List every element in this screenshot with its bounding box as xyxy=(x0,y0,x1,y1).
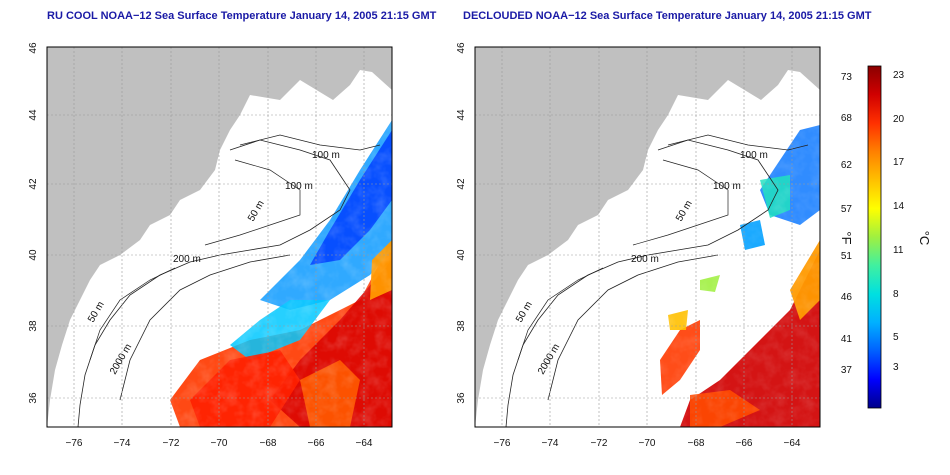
left-100m-contour xyxy=(239,134,381,151)
fahrenheit-tick: 57 xyxy=(841,204,853,215)
left-lon-tick: −74 xyxy=(114,438,131,449)
celsius-unit-label: °C xyxy=(917,231,932,246)
right-100m-contour xyxy=(667,134,809,151)
right-lon-tick-labels: −76 −74 −72 −70 −68 −66 −64 xyxy=(494,438,801,449)
right-lon-tick: −64 xyxy=(784,438,801,449)
colorbar: 73 68 62 57 51 46 41 37 23 20 17 14 11 8… xyxy=(839,65,932,409)
left-2000m-contour xyxy=(119,254,291,401)
left-map-title: RU COOL NOAA−12 Sea Surface Temperature … xyxy=(47,10,437,22)
left-lat-tick-labels: 36 38 40 42 44 46 xyxy=(28,42,39,404)
fahrenheit-tick: 73 xyxy=(841,72,853,83)
right-land-mass xyxy=(475,47,820,427)
right-lat-tick: 40 xyxy=(456,249,467,261)
left-lon-tick: −72 xyxy=(163,438,180,449)
right-50m-coastal-contour xyxy=(517,267,604,361)
right-lon-tick: −74 xyxy=(542,438,559,449)
right-gridlines xyxy=(475,47,820,427)
left-lat-tick: 46 xyxy=(28,42,39,54)
celsius-tick: 20 xyxy=(893,114,905,125)
celsius-tick: 23 xyxy=(893,70,905,81)
right-50m-contour xyxy=(632,159,729,246)
right-lat-tick: 36 xyxy=(456,392,467,404)
right-lat-tick: 42 xyxy=(456,178,467,190)
left-lat-tick: 38 xyxy=(28,320,39,332)
right-contour-label-100m-north: 100 m xyxy=(740,150,768,161)
celsius-tick: 14 xyxy=(893,201,905,212)
left-lon-tick: −66 xyxy=(308,438,325,449)
left-contour-label-200m: 200 m xyxy=(173,254,201,265)
right-2000m-contour xyxy=(547,254,719,401)
fahrenheit-tick: 51 xyxy=(841,251,853,262)
left-contour-label-100m-south: 100 m xyxy=(285,181,313,192)
colorbar-celsius-ticks: 23 20 17 14 11 8 5 3 xyxy=(893,70,905,373)
colorbar-scale xyxy=(867,65,882,409)
right-lon-tick: −66 xyxy=(736,438,753,449)
left-lon-tick: −70 xyxy=(211,438,228,449)
left-lat-tick: 40 xyxy=(28,249,39,261)
fahrenheit-tick: 37 xyxy=(841,365,853,376)
left-lon-tick: −68 xyxy=(260,438,277,449)
right-lat-tick: 46 xyxy=(456,42,467,54)
right-contour-label-100m-south: 100 m xyxy=(713,181,741,192)
right-lon-tick: −76 xyxy=(494,438,511,449)
right-map-panel: 100 m 100 m 50 m 200 m 50 m 2000 m −76 −… xyxy=(456,42,821,449)
left-lat-tick: 44 xyxy=(28,109,39,121)
left-contour-label-100m-north: 100 m xyxy=(312,150,340,161)
left-lon-tick: −76 xyxy=(66,438,83,449)
right-lon-tick: −72 xyxy=(591,438,608,449)
left-lon-tick-labels: −76 −74 −72 −70 −68 −66 −64 xyxy=(66,438,373,449)
fahrenheit-tick: 62 xyxy=(841,160,853,171)
celsius-tick: 17 xyxy=(893,157,905,168)
right-lat-tick-labels: 36 38 40 42 44 46 xyxy=(456,42,467,404)
right-map-frame xyxy=(474,46,821,428)
celsius-tick: 11 xyxy=(893,245,904,256)
right-lat-tick: 44 xyxy=(456,109,467,121)
left-gridlines xyxy=(47,47,392,427)
left-lat-tick: 36 xyxy=(28,392,39,404)
right-map-title: DECLOUDED NOAA−12 Sea Surface Temperatur… xyxy=(463,10,872,22)
left-50m-coastal-contour xyxy=(89,267,176,361)
fahrenheit-tick: 41 xyxy=(841,334,853,345)
celsius-tick: 3 xyxy=(893,362,899,373)
left-map-frame xyxy=(46,46,393,428)
left-50m-contour xyxy=(204,159,301,246)
celsius-tick: 5 xyxy=(893,332,899,343)
fahrenheit-tick: 68 xyxy=(841,113,853,124)
fahrenheit-unit-label: °F xyxy=(839,231,854,244)
fahrenheit-tick: 46 xyxy=(841,292,853,303)
right-lon-tick: −70 xyxy=(639,438,656,449)
right-contour-label-200m: 200 m xyxy=(631,254,659,265)
right-lon-tick: −68 xyxy=(688,438,705,449)
celsius-tick: 8 xyxy=(893,289,899,300)
left-land-mass xyxy=(47,47,392,427)
left-lon-tick: −64 xyxy=(356,438,373,449)
colorbar-fahrenheit-ticks: 73 68 62 57 51 46 41 37 xyxy=(841,72,853,376)
right-lat-tick: 38 xyxy=(456,320,467,332)
left-map-panel: 100 m 100 m 50 m 200 m 50 m 2000 m −76 −… xyxy=(28,42,393,449)
left-lat-tick: 42 xyxy=(28,178,39,190)
